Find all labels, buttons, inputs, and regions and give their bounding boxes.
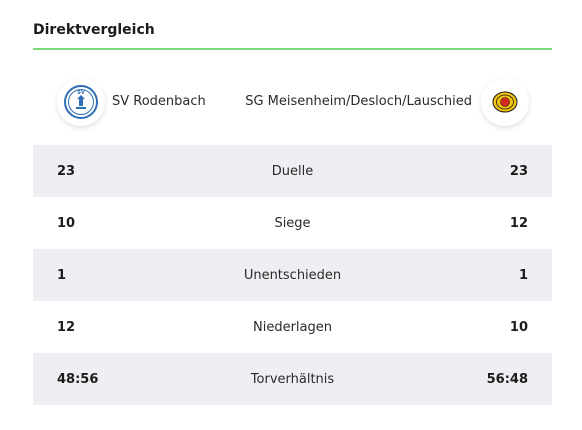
title-underline <box>33 48 552 50</box>
table-row: 48:56 Torverhältnis 56:48 <box>33 353 552 405</box>
comparison-table: 23 Duelle 23 10 Siege 12 1 Unentschieden… <box>33 145 552 405</box>
teams-header: SV SV Rodenbach SG Meisenheim/Desloch/La… <box>33 78 552 130</box>
home-team-logo[interactable]: SV <box>57 78 105 126</box>
stat-label: Duelle <box>271 163 314 179</box>
sg-meisenheim-crest-icon <box>492 91 518 113</box>
home-value: 12 <box>57 319 76 335</box>
away-value: 12 <box>509 215 528 231</box>
away-value: 10 <box>509 319 528 335</box>
stat-label: Torverhältnis <box>250 371 335 387</box>
home-team-name[interactable]: SV Rodenbach <box>112 94 206 109</box>
away-value: 1 <box>518 267 528 283</box>
sv-rodenbach-crest-icon: SV <box>64 85 98 119</box>
stat-label: Siege <box>274 215 311 231</box>
stat-label: Niederlagen <box>253 319 332 335</box>
home-value: 10 <box>57 215 76 231</box>
table-row: 10 Siege 12 <box>33 197 552 249</box>
away-team-name[interactable]: SG Meisenheim/Desloch/Lauschied <box>245 94 472 109</box>
away-team-logo[interactable] <box>481 78 529 126</box>
table-row: 12 Niederlagen 10 <box>33 301 552 353</box>
away-value: 23 <box>509 163 528 179</box>
table-row: 23 Duelle 23 <box>33 145 552 197</box>
away-value: 56:48 <box>486 371 528 387</box>
stat-label: Unentschieden <box>243 267 342 283</box>
home-value: 48:56 <box>57 371 99 387</box>
home-value: 1 <box>57 267 67 283</box>
table-row: 1 Unentschieden 1 <box>33 249 552 301</box>
home-value: 23 <box>57 163 76 179</box>
svg-text:SV: SV <box>77 90 85 96</box>
section-title: Direktvergleich <box>33 22 155 38</box>
